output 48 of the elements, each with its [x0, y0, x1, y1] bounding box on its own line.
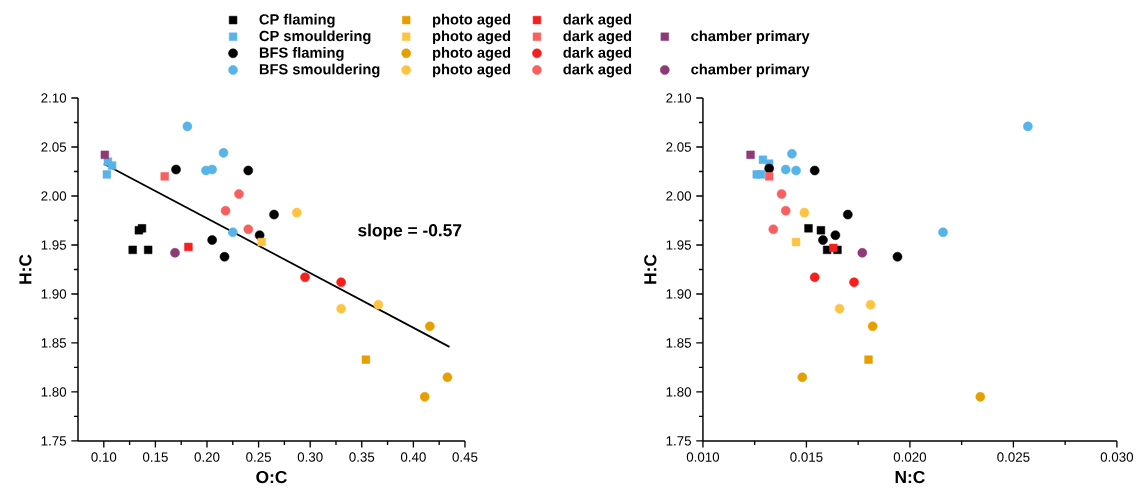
x-tick-label: 0.020 [893, 452, 927, 462]
x-tick-label: 0.10 [91, 452, 117, 462]
y-tick-label: 1.95 [41, 240, 67, 250]
legend-label: photo aged [433, 47, 511, 61]
x-tick-label: 0.030 [1100, 452, 1134, 462]
y-tick-label: 1.80 [666, 387, 692, 397]
legend-label: chamber primary [691, 30, 810, 45]
x-tick-label: 0.15 [142, 452, 168, 462]
legend-label: photo aged [433, 13, 511, 28]
legend-label: dark aged [563, 13, 632, 28]
legend-label: BFS smouldering [259, 63, 380, 78]
x-tick-label: 0.010 [686, 452, 720, 462]
x-tick-label: 0.35 [349, 452, 375, 462]
y-tick-label: 1.90 [41, 289, 67, 299]
legend-label: photo aged [433, 63, 511, 78]
x-axis-title: N:C [895, 470, 925, 484]
y-tick-label: 1.80 [41, 387, 67, 397]
x-tick-label: 0.30 [297, 452, 323, 462]
legend-label: dark aged [563, 63, 632, 78]
y-axis-title: H:C [644, 254, 657, 284]
y-tick-label: 1.85 [41, 338, 67, 348]
x-tick-label: 0.45 [452, 452, 478, 462]
legend-label: BFS flaming [259, 47, 344, 61]
legend-label: photo aged [433, 30, 511, 45]
y-tick-label: 1.75 [41, 436, 67, 446]
x-tick-label: 0.40 [400, 452, 426, 462]
y-tick-label: 1.95 [666, 240, 691, 250]
y-axis-title: H:C [19, 254, 32, 284]
x-axis-title: O:C [256, 470, 287, 484]
y-tick-label: 2.00 [41, 191, 67, 201]
x-tick-label: 0.25 [246, 452, 271, 462]
legend-label: dark aged [563, 30, 632, 45]
y-tick-label: 1.90 [666, 289, 692, 299]
y-tick-label: 2.00 [666, 191, 692, 201]
legend-label: CP smouldering [259, 30, 371, 45]
x-tick-label: 0.20 [194, 452, 220, 462]
y-tick-label: 2.05 [41, 142, 67, 152]
y-tick-label: 1.75 [666, 436, 691, 446]
y-tick-label: 2.05 [666, 142, 691, 152]
x-tick-label: 0.015 [790, 452, 823, 462]
y-tick-label: 2.10 [666, 93, 692, 103]
legend-label: dark aged [563, 47, 632, 61]
x-tick-label: 0.025 [997, 452, 1030, 462]
legend-label: CP flaming [259, 13, 335, 28]
legend-label: chamber primary [691, 63, 810, 78]
annotation: slope = -0.57 [358, 223, 462, 240]
y-tick-label: 1.85 [666, 338, 691, 348]
y-tick-label: 2.10 [41, 93, 67, 103]
